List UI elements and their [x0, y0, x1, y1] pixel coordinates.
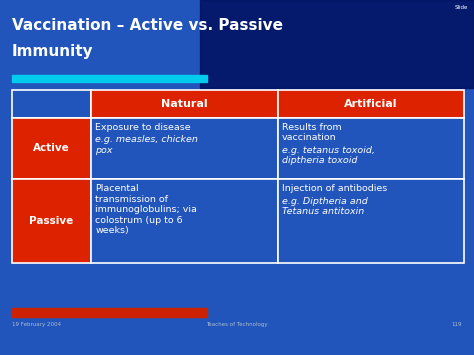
Text: 119: 119: [452, 322, 462, 327]
Text: Passive: Passive: [29, 216, 73, 226]
Text: transmission of: transmission of: [95, 195, 168, 204]
Bar: [12, 75, 207, 82]
Bar: [12, 90, 91, 118]
Bar: [12, 118, 91, 179]
Text: Exposure to disease: Exposure to disease: [95, 123, 191, 132]
Text: Slide: Slide: [455, 5, 468, 10]
Text: Injection of antibodies: Injection of antibodies: [282, 184, 387, 193]
Text: e.g. Diptheria and: e.g. Diptheria and: [282, 197, 367, 206]
Text: Teaches of Technology: Teaches of Technology: [206, 322, 268, 327]
Text: Results from: Results from: [282, 123, 341, 132]
Bar: [91, 179, 278, 263]
Bar: [278, 179, 464, 263]
Text: Placental: Placental: [95, 184, 139, 193]
Text: Natural: Natural: [161, 99, 208, 109]
Bar: [278, 90, 464, 118]
Text: 19 February 2004: 19 February 2004: [12, 322, 61, 327]
Text: diptheria toxoid: diptheria toxoid: [282, 156, 357, 165]
Text: vaccination: vaccination: [282, 133, 336, 142]
Text: pox: pox: [95, 146, 113, 155]
Bar: [91, 118, 278, 179]
Text: e.g. tetanus toxoid,: e.g. tetanus toxoid,: [282, 146, 374, 155]
Text: immunoglobulins; via: immunoglobulins; via: [95, 205, 197, 214]
Text: e.g. measles, chicken: e.g. measles, chicken: [95, 135, 198, 144]
Bar: [12, 179, 91, 263]
Bar: [278, 118, 464, 179]
Text: Immunity: Immunity: [12, 44, 94, 59]
Bar: [200, 0, 474, 88]
Text: Tetanus antitoxin: Tetanus antitoxin: [282, 207, 364, 216]
Text: weeks): weeks): [95, 226, 129, 235]
Bar: [12, 308, 207, 317]
Bar: [91, 90, 278, 118]
Text: Vaccination – Active vs. Passive: Vaccination – Active vs. Passive: [12, 18, 283, 33]
Text: Active: Active: [33, 143, 70, 153]
Text: Artificial: Artificial: [344, 99, 398, 109]
Text: colostrum (up to 6: colostrum (up to 6: [95, 216, 182, 225]
